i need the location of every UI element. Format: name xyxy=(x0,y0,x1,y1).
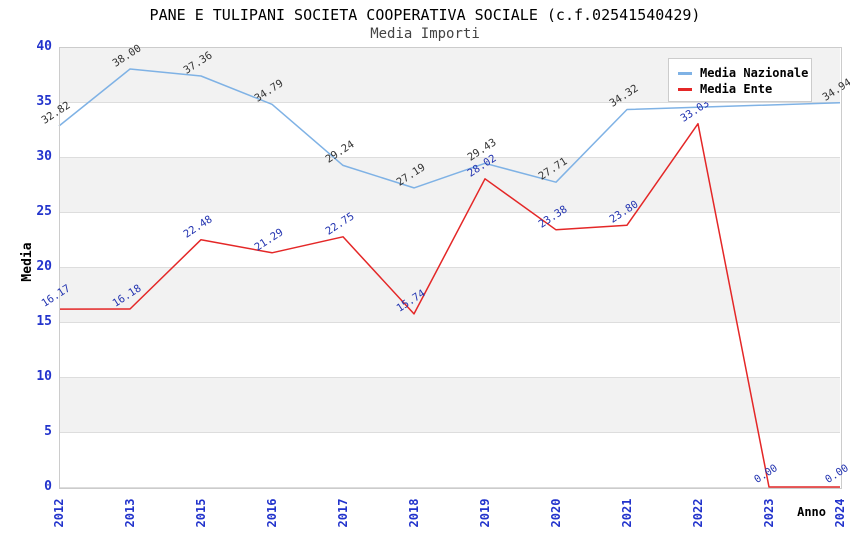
x-tick-label: 2015 xyxy=(194,498,208,528)
legend-label: Media Nazionale xyxy=(700,66,809,80)
x-tick-label: 2024 xyxy=(833,498,847,528)
gridline xyxy=(59,377,840,378)
y-tick-label: 20 xyxy=(36,259,52,274)
gridline xyxy=(59,212,840,213)
gridline xyxy=(59,432,840,433)
x-tick-label: 2018 xyxy=(407,498,421,528)
x-tick-label: 2022 xyxy=(691,498,705,528)
y-tick-label: 35 xyxy=(36,94,52,109)
line-swatch-icon xyxy=(678,87,692,91)
gray-band xyxy=(59,267,840,322)
y-tick-label: 5 xyxy=(44,424,52,439)
line-swatch-icon xyxy=(678,71,692,75)
x-axis-title: Anno xyxy=(797,505,826,519)
gridline xyxy=(59,102,840,103)
chart-subtitle: Media Importi xyxy=(370,26,480,42)
chart-title: PANE E TULIPANI SOCIETA COOPERATIVA SOCI… xyxy=(149,6,701,24)
series-line xyxy=(58,122,840,488)
x-tick-label: 2012 xyxy=(52,498,66,528)
y-tick-label: 40 xyxy=(36,39,52,54)
x-tick-label: 2016 xyxy=(265,498,279,528)
legend-item-nazionale: Media Nazionale xyxy=(678,65,811,81)
legend-item-ente: Media Ente xyxy=(678,81,811,97)
y-tick-label: 30 xyxy=(36,149,52,164)
x-tick-label: 2017 xyxy=(336,498,350,528)
gridline xyxy=(59,487,840,488)
gray-band xyxy=(59,377,840,432)
gridline xyxy=(59,322,840,323)
legend-label: Media Ente xyxy=(700,82,773,96)
y-tick-label: 0 xyxy=(44,479,52,494)
y-tick-label: 10 xyxy=(36,369,52,384)
x-tick-label: 2021 xyxy=(620,498,634,528)
gridline xyxy=(59,157,840,158)
x-tick-label: 2019 xyxy=(478,498,492,528)
legend: Media Nazionale Media Ente xyxy=(668,58,812,102)
series-line xyxy=(58,68,841,189)
y-tick-label: 25 xyxy=(36,204,52,219)
x-tick-label: 2020 xyxy=(549,498,563,528)
gridline xyxy=(59,267,840,268)
y-axis-title: Media xyxy=(20,242,35,282)
x-tick-label: 2013 xyxy=(123,498,137,528)
y-tick-label: 15 xyxy=(36,314,52,329)
